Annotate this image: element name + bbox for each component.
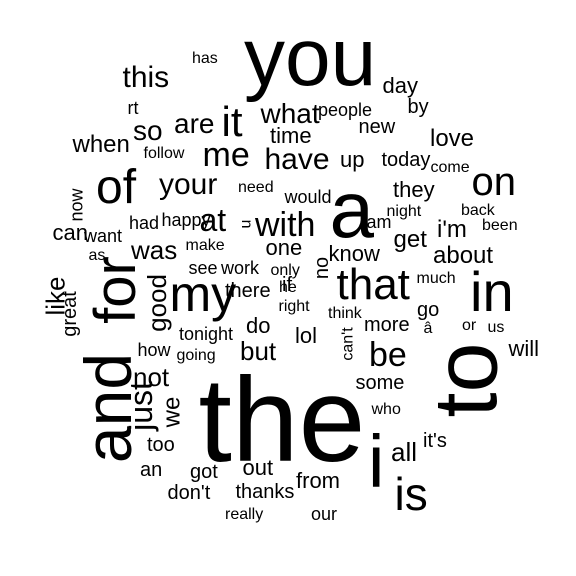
word-in: in [470,260,514,323]
word-or: or [462,317,477,334]
word-know: know [328,241,380,266]
word-too: too [147,434,175,456]
word-now: now [66,188,87,222]
word-the: the [198,353,366,487]
word-as: as [88,247,106,264]
word-great: great [58,291,81,337]
word-it-s: it's [423,430,447,452]
word-have: have [264,143,330,176]
word-on: on [471,160,517,204]
word-today: today [381,149,431,171]
word-my: my [169,266,237,322]
word-go: go [417,299,440,321]
word-this: this [122,61,170,94]
word-of: of [96,161,137,214]
word-some: some [355,372,405,394]
word-us: us [487,319,505,336]
word-a: a [329,165,375,254]
word-symbol: â [423,320,433,337]
word-for: for [82,256,148,324]
word-much: much [416,270,456,287]
word-he: he [279,279,297,296]
word-all: all [391,437,418,467]
word-how: how [137,340,171,360]
word-not: not [133,362,170,392]
word-i: i [368,420,385,503]
word-out: out [242,455,274,480]
word-no: no [311,256,334,280]
word-u: u [236,219,254,229]
word-time: time [270,123,312,148]
word-to: to [416,342,517,418]
word-need: need [238,179,274,196]
word-but: but [240,336,277,366]
word-was: was [131,235,178,265]
word-i-m: i'm [437,216,467,243]
word-about: about [433,242,494,269]
word-do: do [246,313,271,338]
word-back: back [461,202,495,219]
word-can: can [52,220,88,245]
word-will: will [508,336,540,361]
word-there: there [225,280,271,302]
word-with: with [255,206,316,244]
word-who: who [371,401,401,418]
word-more: more [364,314,410,336]
word-an: an [140,459,163,481]
word-by: by [407,96,429,118]
word-can-t: can't [339,327,357,361]
word-one: one [265,235,303,260]
word-day: day [382,73,418,98]
word-if: if [282,274,292,296]
word-new: new [358,116,396,138]
word-good: good [141,274,172,332]
word-only: only [270,262,300,279]
word-love: love [430,125,475,152]
word-got: got [190,461,218,483]
word-make: make [185,237,225,254]
word-is: is [394,468,428,520]
word-right: right [278,298,310,315]
word-your: your [159,168,218,201]
word-tonight: tonight [179,324,234,344]
word-our: our [311,504,338,524]
word-you: you [244,12,377,103]
word-be: be [369,336,407,374]
word-follow: follow [143,145,185,162]
word-get: get [393,226,427,253]
word-come: come [430,159,470,176]
word-rt: rt [127,98,139,118]
word-has: has [192,50,218,67]
word-think: think [328,305,362,322]
word-thanks: thanks [235,481,295,503]
word-am: am [366,212,392,232]
word-really: really [225,506,264,523]
word-at: at [199,202,227,238]
word-see: see [188,258,218,278]
word-would: would [284,187,332,207]
word-from: from [296,468,340,493]
word-they: they [393,177,435,202]
word-so: so [133,115,163,146]
word-want: want [84,226,123,246]
word-been: been [482,217,518,234]
word-it: it [221,98,243,145]
word-are: are [174,108,215,139]
word-night: night [386,203,422,220]
word-going: going [176,347,216,364]
word-when: when [72,131,130,158]
word-up: up [340,147,365,172]
word-me: me [202,136,250,174]
word-happy: happy [161,210,211,230]
word-had: had [129,213,160,233]
word-lol: lol [295,323,318,348]
word-work: work [221,258,260,278]
word-don-t: don't [167,482,211,504]
word-people: people [318,100,373,120]
word-we: we [157,396,185,428]
word-that: that [336,260,410,309]
word-what: what [260,98,320,129]
